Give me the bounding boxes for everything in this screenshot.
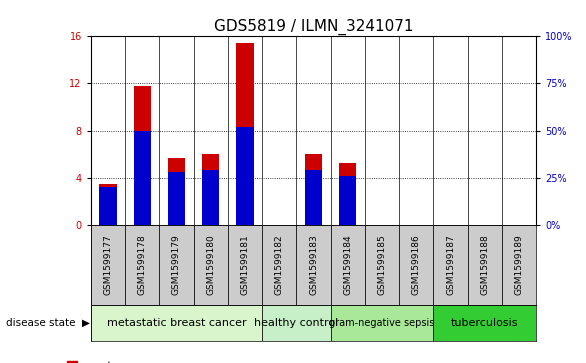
Bar bbox=[236, 44, 254, 225]
Bar bbox=[331, 225, 365, 305]
Text: GSM1599178: GSM1599178 bbox=[138, 234, 146, 295]
Title: GDS5819 / ILMN_3241071: GDS5819 / ILMN_3241071 bbox=[214, 19, 413, 35]
Bar bbox=[125, 225, 159, 305]
Bar bbox=[297, 225, 331, 305]
Bar bbox=[399, 225, 434, 305]
Text: GSM1599183: GSM1599183 bbox=[309, 234, 318, 295]
Bar bbox=[134, 131, 151, 225]
Text: GSM1599180: GSM1599180 bbox=[206, 234, 215, 295]
Text: GSM1599189: GSM1599189 bbox=[515, 234, 523, 295]
Bar bbox=[91, 305, 262, 341]
Text: tuberculosis: tuberculosis bbox=[451, 318, 519, 328]
Bar bbox=[339, 176, 356, 225]
Bar bbox=[202, 170, 219, 225]
Bar bbox=[134, 86, 151, 225]
Bar bbox=[502, 225, 536, 305]
Text: metastatic breast cancer: metastatic breast cancer bbox=[107, 318, 246, 328]
Bar bbox=[100, 184, 117, 225]
Bar bbox=[168, 172, 185, 225]
Bar bbox=[91, 225, 125, 305]
Text: gram-negative sepsis: gram-negative sepsis bbox=[329, 318, 435, 328]
Bar bbox=[305, 154, 322, 225]
Bar bbox=[468, 225, 502, 305]
Bar bbox=[202, 154, 219, 225]
Bar bbox=[262, 305, 331, 341]
Bar bbox=[339, 163, 356, 225]
Text: disease state  ▶: disease state ▶ bbox=[6, 318, 90, 328]
Bar bbox=[434, 225, 468, 305]
Bar bbox=[262, 225, 297, 305]
Text: GSM1599179: GSM1599179 bbox=[172, 234, 181, 295]
Text: GSM1599177: GSM1599177 bbox=[104, 234, 113, 295]
Bar bbox=[168, 158, 185, 225]
Legend: count, percentile rank within the sample: count, percentile rank within the sample bbox=[67, 361, 258, 363]
Text: healthy control: healthy control bbox=[254, 318, 339, 328]
Bar bbox=[228, 225, 262, 305]
Bar bbox=[331, 305, 434, 341]
Text: GSM1599182: GSM1599182 bbox=[275, 234, 284, 295]
Text: GSM1599187: GSM1599187 bbox=[446, 234, 455, 295]
Text: GSM1599184: GSM1599184 bbox=[343, 234, 352, 295]
Bar bbox=[305, 170, 322, 225]
Text: GSM1599185: GSM1599185 bbox=[377, 234, 387, 295]
Bar bbox=[193, 225, 228, 305]
Text: GSM1599188: GSM1599188 bbox=[481, 234, 489, 295]
Bar bbox=[365, 225, 399, 305]
Bar bbox=[434, 305, 536, 341]
Bar bbox=[236, 127, 254, 225]
Text: GSM1599181: GSM1599181 bbox=[240, 234, 250, 295]
Bar bbox=[100, 187, 117, 225]
Text: GSM1599186: GSM1599186 bbox=[412, 234, 421, 295]
Bar bbox=[159, 225, 193, 305]
